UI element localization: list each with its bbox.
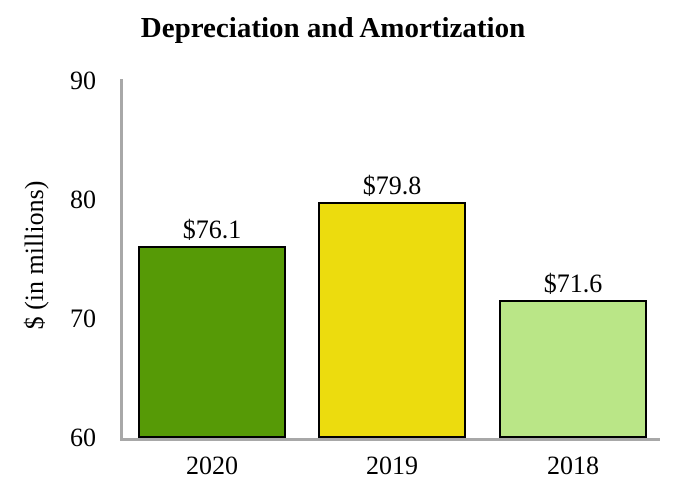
chart-title: Depreciation and Amortization: [140, 12, 526, 44]
x-axis-label: 2019: [366, 451, 418, 480]
x-axis-label: 2018: [547, 451, 599, 480]
y-tick-label: 80: [70, 185, 96, 214]
bar-2019: [318, 202, 466, 438]
bar-2018: [499, 300, 647, 438]
plot-area: $76.1 $79.8 $71.6: [120, 79, 660, 441]
y-tick-label: 70: [70, 304, 96, 333]
bar-value-label: $79.8: [362, 171, 422, 200]
x-axis-label: 2020: [186, 451, 238, 480]
bar-2020: [138, 246, 286, 438]
bar-value-label: $71.6: [543, 269, 603, 298]
y-tick-label: 60: [70, 423, 96, 452]
y-tick-label: 90: [70, 66, 96, 95]
bar-value-label: $76.1: [182, 215, 242, 244]
